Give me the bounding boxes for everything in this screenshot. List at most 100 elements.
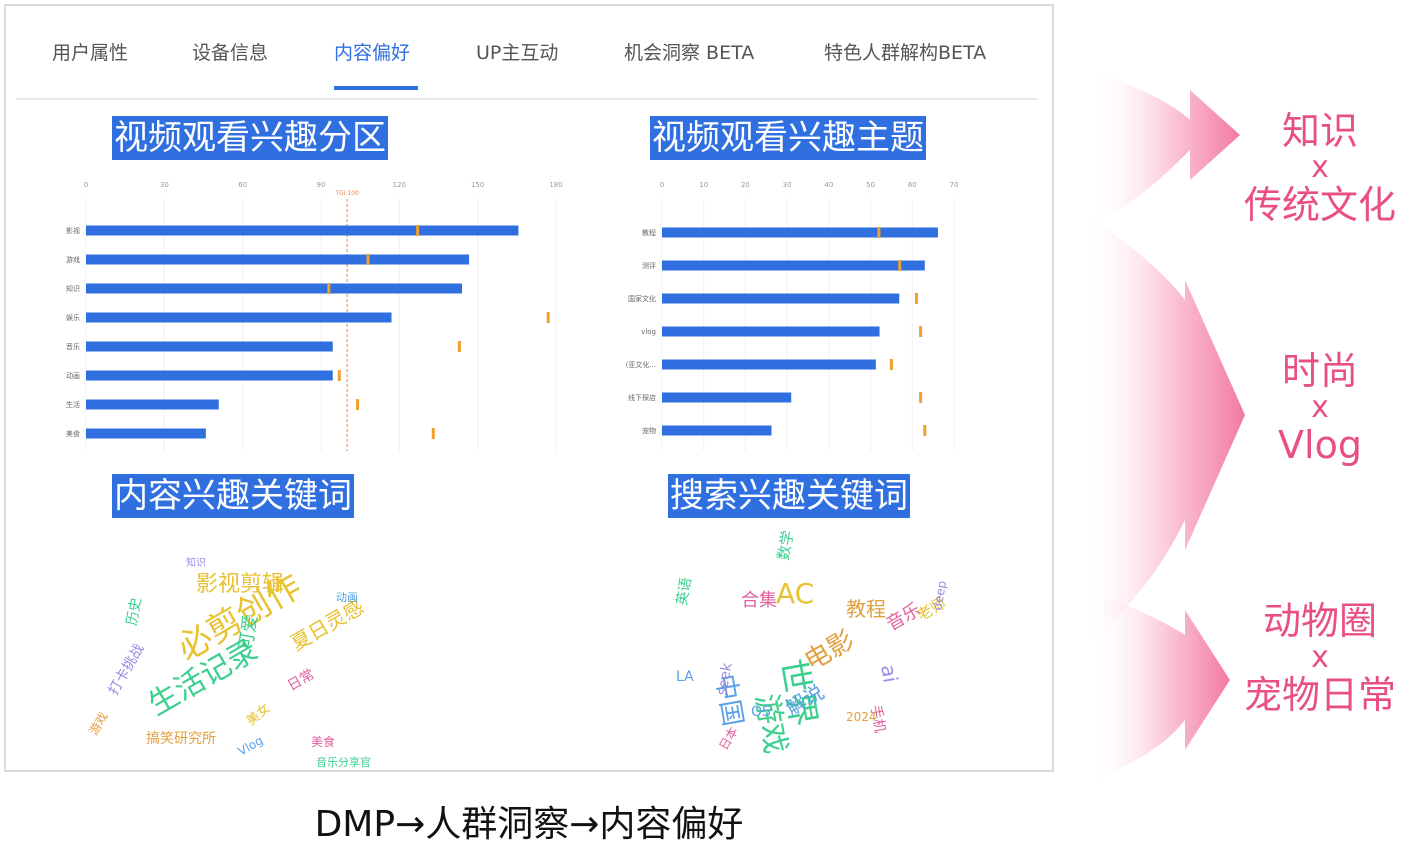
tab-device-info[interactable]: 设备信息 (192, 42, 269, 64)
side-note-fashion: 时尚 x Vlog (1225, 350, 1415, 466)
tab-featured-crowd[interactable]: 特色人群解构BETA (824, 42, 987, 64)
side-note-pets: 动物圈 x 宠物日常 (1225, 600, 1415, 716)
partition-bar-chart: 03060901201501800.0%10.0%20.0%30.0%40.0%… (66, 181, 563, 451)
partition-title: 视频观看兴趣分区 (112, 116, 388, 160)
tgi-marker (416, 225, 420, 236)
bar (662, 392, 792, 403)
bar (662, 227, 938, 238)
content-keywords-title: 内容兴趣关键词 (112, 474, 354, 518)
wordcloud-word: AC (776, 577, 814, 610)
bar (662, 260, 925, 271)
tgi-marker (923, 425, 927, 436)
wordcloud-word: OS (751, 704, 771, 720)
tab-user-attributes[interactable]: 用户属性 (52, 42, 129, 64)
wordcloud-word: 2024 (846, 710, 877, 724)
category-label: 游戏 (66, 255, 80, 264)
bar (662, 359, 876, 370)
top-axis-tick-label: 0 (84, 181, 88, 189)
bar (86, 312, 392, 323)
bar (86, 283, 462, 294)
top-axis-tick-label: 0 (660, 181, 664, 189)
bar (86, 254, 470, 265)
topic-title: 视频观看兴趣主题 (650, 116, 926, 160)
wordcloud-word: 搞笑研究所 (146, 731, 216, 747)
wordcloud-word: 合集 (741, 590, 777, 611)
wordcloud-word: 手机 (867, 704, 888, 734)
top-axis-tick-label: 60 (908, 181, 917, 189)
top-axis-tick-label: 40 (824, 181, 833, 189)
side-note-knowledge: 知识 x 传统文化 (1225, 110, 1415, 226)
flow-arrow-fashion (1080, 210, 1245, 650)
side-note-cross: x (1311, 390, 1329, 425)
active-tab-indicator (334, 86, 418, 90)
side-note-title: 知识 (1281, 109, 1358, 153)
side-note-subtitle: 宠物日常 (1243, 673, 1396, 717)
tgi-marker (889, 359, 893, 370)
wordcloud-word: LA (676, 669, 694, 685)
tab-up-interaction[interactable]: UP主互动 (476, 42, 559, 64)
wordcloud-word: 音乐分享官 (316, 755, 371, 769)
tgi-marker (898, 260, 902, 271)
category-label: 美食 (66, 429, 80, 438)
bar (86, 428, 206, 439)
top-axis-tick-label: 150 (471, 181, 484, 189)
category-label: 音乐 (66, 342, 80, 351)
category-label: 娱乐 (66, 313, 80, 322)
tgi-marker (546, 312, 550, 323)
bar (86, 225, 519, 236)
category-label: 测评 (642, 262, 656, 270)
bar (86, 399, 219, 410)
category-label: 影视 (66, 226, 80, 235)
wordcloud-word: 打卡挑战 (105, 641, 148, 698)
top-axis-tick-label: 30 (783, 181, 792, 189)
wordcloud-word: 日常 (285, 667, 317, 695)
wordcloud-word: ai (876, 663, 903, 685)
tgi-marker (914, 293, 918, 304)
bar (662, 326, 880, 337)
wordcloud-word: 英语 (673, 576, 695, 607)
tgi-marker (919, 392, 923, 403)
tgi-marker (877, 227, 881, 238)
side-note-subtitle: 传统文化 (1243, 183, 1396, 227)
wordcloud-word: 美食 (311, 734, 335, 749)
category-label: 动画 (66, 371, 80, 380)
category-label: 线下探店 (628, 393, 656, 402)
wordcloud-word: 动画 (336, 591, 358, 604)
wordcloud-word: 教程 (846, 597, 886, 621)
content-keyword-wordcloud: 必剪创作 生活记录 影视剪辑 夏日灵感 可爱 日常 打卡挑战 Vlog 搞笑研究… (86, 556, 371, 769)
tgi-marker (337, 370, 341, 381)
tgi-marker (356, 399, 360, 410)
wordcloud-word: seek (714, 661, 736, 697)
tab-bar: 用户属性 设备信息 内容偏好 UP主互动 机会洞察 BETA 特色人群解构BET… (16, 6, 1038, 100)
bar (86, 370, 333, 381)
side-note-cross: x (1311, 640, 1329, 675)
tgi-marker (431, 428, 435, 439)
search-keyword-wordcloud: 世界 游戏 中国 AC 电影 教程 解说 音乐 英语 合集 ai 老师 数学 手… (673, 531, 949, 756)
category-label: 国家文化 (628, 294, 656, 303)
flow-arrow-pets (1090, 590, 1230, 780)
wordcloud-word: 知识 (186, 556, 206, 569)
wordcloud-word: deep (930, 580, 949, 612)
bar (662, 293, 900, 304)
side-note-subtitle: Vlog (1278, 423, 1362, 467)
wordcloud-word: 日本 (716, 725, 740, 753)
category-label: 教程 (642, 228, 656, 237)
tgi-marker (366, 254, 370, 265)
search-keywords-title: 搜索兴趣关键词 (668, 474, 910, 518)
tab-content-preference[interactable]: 内容偏好 (334, 42, 411, 64)
page-caption: DMP→人群洞察→内容偏好 (314, 804, 744, 845)
insight-panel: 用户属性 设备信息 内容偏好 UP主互动 机会洞察 BETA 特色人群解构BET… (4, 4, 1054, 772)
flow-arrow-knowledge (1090, 70, 1240, 220)
top-axis-tick-label: 60 (238, 181, 247, 189)
category-label: (亚文化... (626, 360, 656, 369)
bar (662, 425, 772, 436)
category-label: 知识 (66, 284, 80, 293)
top-axis-tick-label: 90 (317, 181, 326, 189)
bar (86, 341, 333, 352)
tab-opportunity-insight[interactable]: 机会洞察 BETA (624, 42, 755, 64)
top-axis-tick-label: 70 (950, 181, 959, 189)
tgi-reference-label: TGI 100 (334, 190, 359, 197)
top-axis-tick-label: 20 (741, 181, 750, 189)
side-note-title: 时尚 (1281, 349, 1358, 393)
side-note-title: 动物圈 (1262, 599, 1377, 643)
